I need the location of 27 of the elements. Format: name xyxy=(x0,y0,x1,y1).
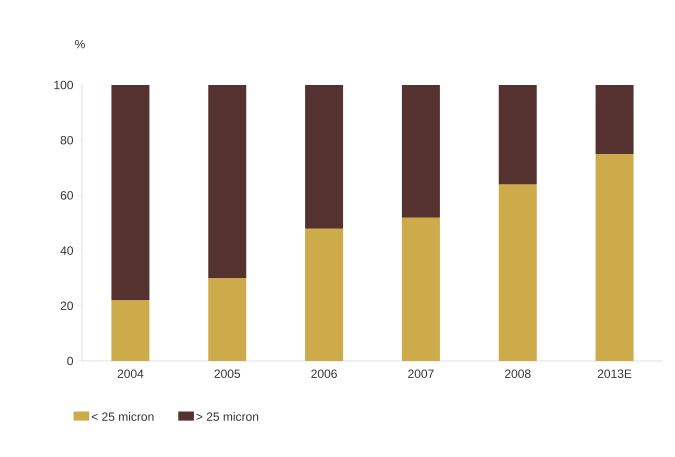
bar xyxy=(596,154,634,361)
bar xyxy=(208,278,246,361)
x-tick-label: 2013E xyxy=(598,370,632,378)
bar xyxy=(402,217,440,361)
y-tick-label: 20 xyxy=(60,302,74,310)
bar xyxy=(111,300,150,361)
legend-label: > 25 micron xyxy=(196,412,258,421)
bar xyxy=(402,84,440,218)
y-tick-label: 100 xyxy=(54,80,74,90)
bar xyxy=(208,84,246,278)
bar xyxy=(498,184,537,361)
x-tick-label: 2005 xyxy=(214,370,240,378)
x-tick-label: 2008 xyxy=(504,370,531,378)
legend-label: < 25 micron xyxy=(92,412,154,421)
x-tick-label: 2004 xyxy=(118,370,144,378)
bar xyxy=(111,84,150,300)
bar xyxy=(596,84,634,154)
y-tick-label: 60 xyxy=(60,191,74,200)
x-tick-label: 2007 xyxy=(408,370,434,378)
y-tick-label: 0 xyxy=(67,356,74,366)
y-axis-title: % xyxy=(75,40,85,48)
y-tick-label: 40 xyxy=(60,246,74,255)
bar xyxy=(305,84,344,229)
y-tick-label: 80 xyxy=(60,136,74,144)
bar xyxy=(498,84,537,184)
x-tick-label: 2006 xyxy=(311,370,337,378)
bar xyxy=(305,228,344,361)
